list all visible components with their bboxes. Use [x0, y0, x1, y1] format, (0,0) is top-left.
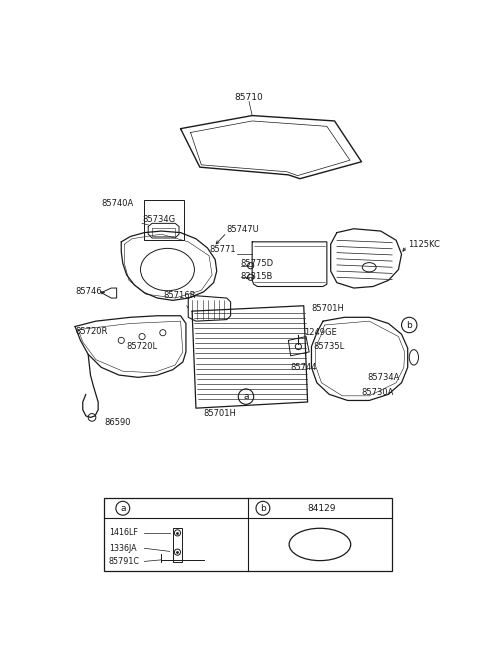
Text: 85775D: 85775D: [240, 259, 274, 268]
Text: 85716R: 85716R: [164, 291, 196, 300]
Text: 85740A: 85740A: [101, 199, 133, 208]
Text: 85771: 85771: [209, 245, 236, 254]
Text: 85720L: 85720L: [127, 342, 158, 351]
Bar: [173, 527, 182, 562]
Text: 85734G: 85734G: [142, 215, 175, 224]
Bar: [104, 498, 392, 571]
Text: 85734A: 85734A: [368, 373, 400, 382]
Text: 85701H: 85701H: [204, 409, 237, 418]
Text: 82315B: 82315B: [240, 272, 273, 281]
Bar: [144, 200, 184, 240]
Text: 85747U: 85747U: [227, 225, 260, 234]
Text: a: a: [120, 504, 126, 513]
Text: 1416LF: 1416LF: [109, 529, 138, 537]
Text: 1336JA: 1336JA: [109, 544, 137, 553]
Text: 86590: 86590: [104, 417, 131, 426]
Text: 85746: 85746: [75, 287, 102, 295]
Text: b: b: [407, 320, 412, 329]
Text: 1125KC: 1125KC: [408, 240, 440, 249]
Text: 85710: 85710: [235, 92, 264, 102]
Text: 85735L: 85735L: [314, 342, 345, 351]
Text: 84129: 84129: [308, 504, 336, 513]
Text: b: b: [260, 504, 266, 513]
Text: a: a: [243, 392, 249, 401]
Text: 85730A: 85730A: [361, 388, 394, 398]
Text: 85744: 85744: [291, 363, 317, 372]
Text: 85791C: 85791C: [109, 557, 140, 566]
Text: 85701H: 85701H: [312, 303, 344, 312]
Text: 1249GE: 1249GE: [304, 328, 336, 337]
Text: 85720R: 85720R: [75, 327, 108, 335]
